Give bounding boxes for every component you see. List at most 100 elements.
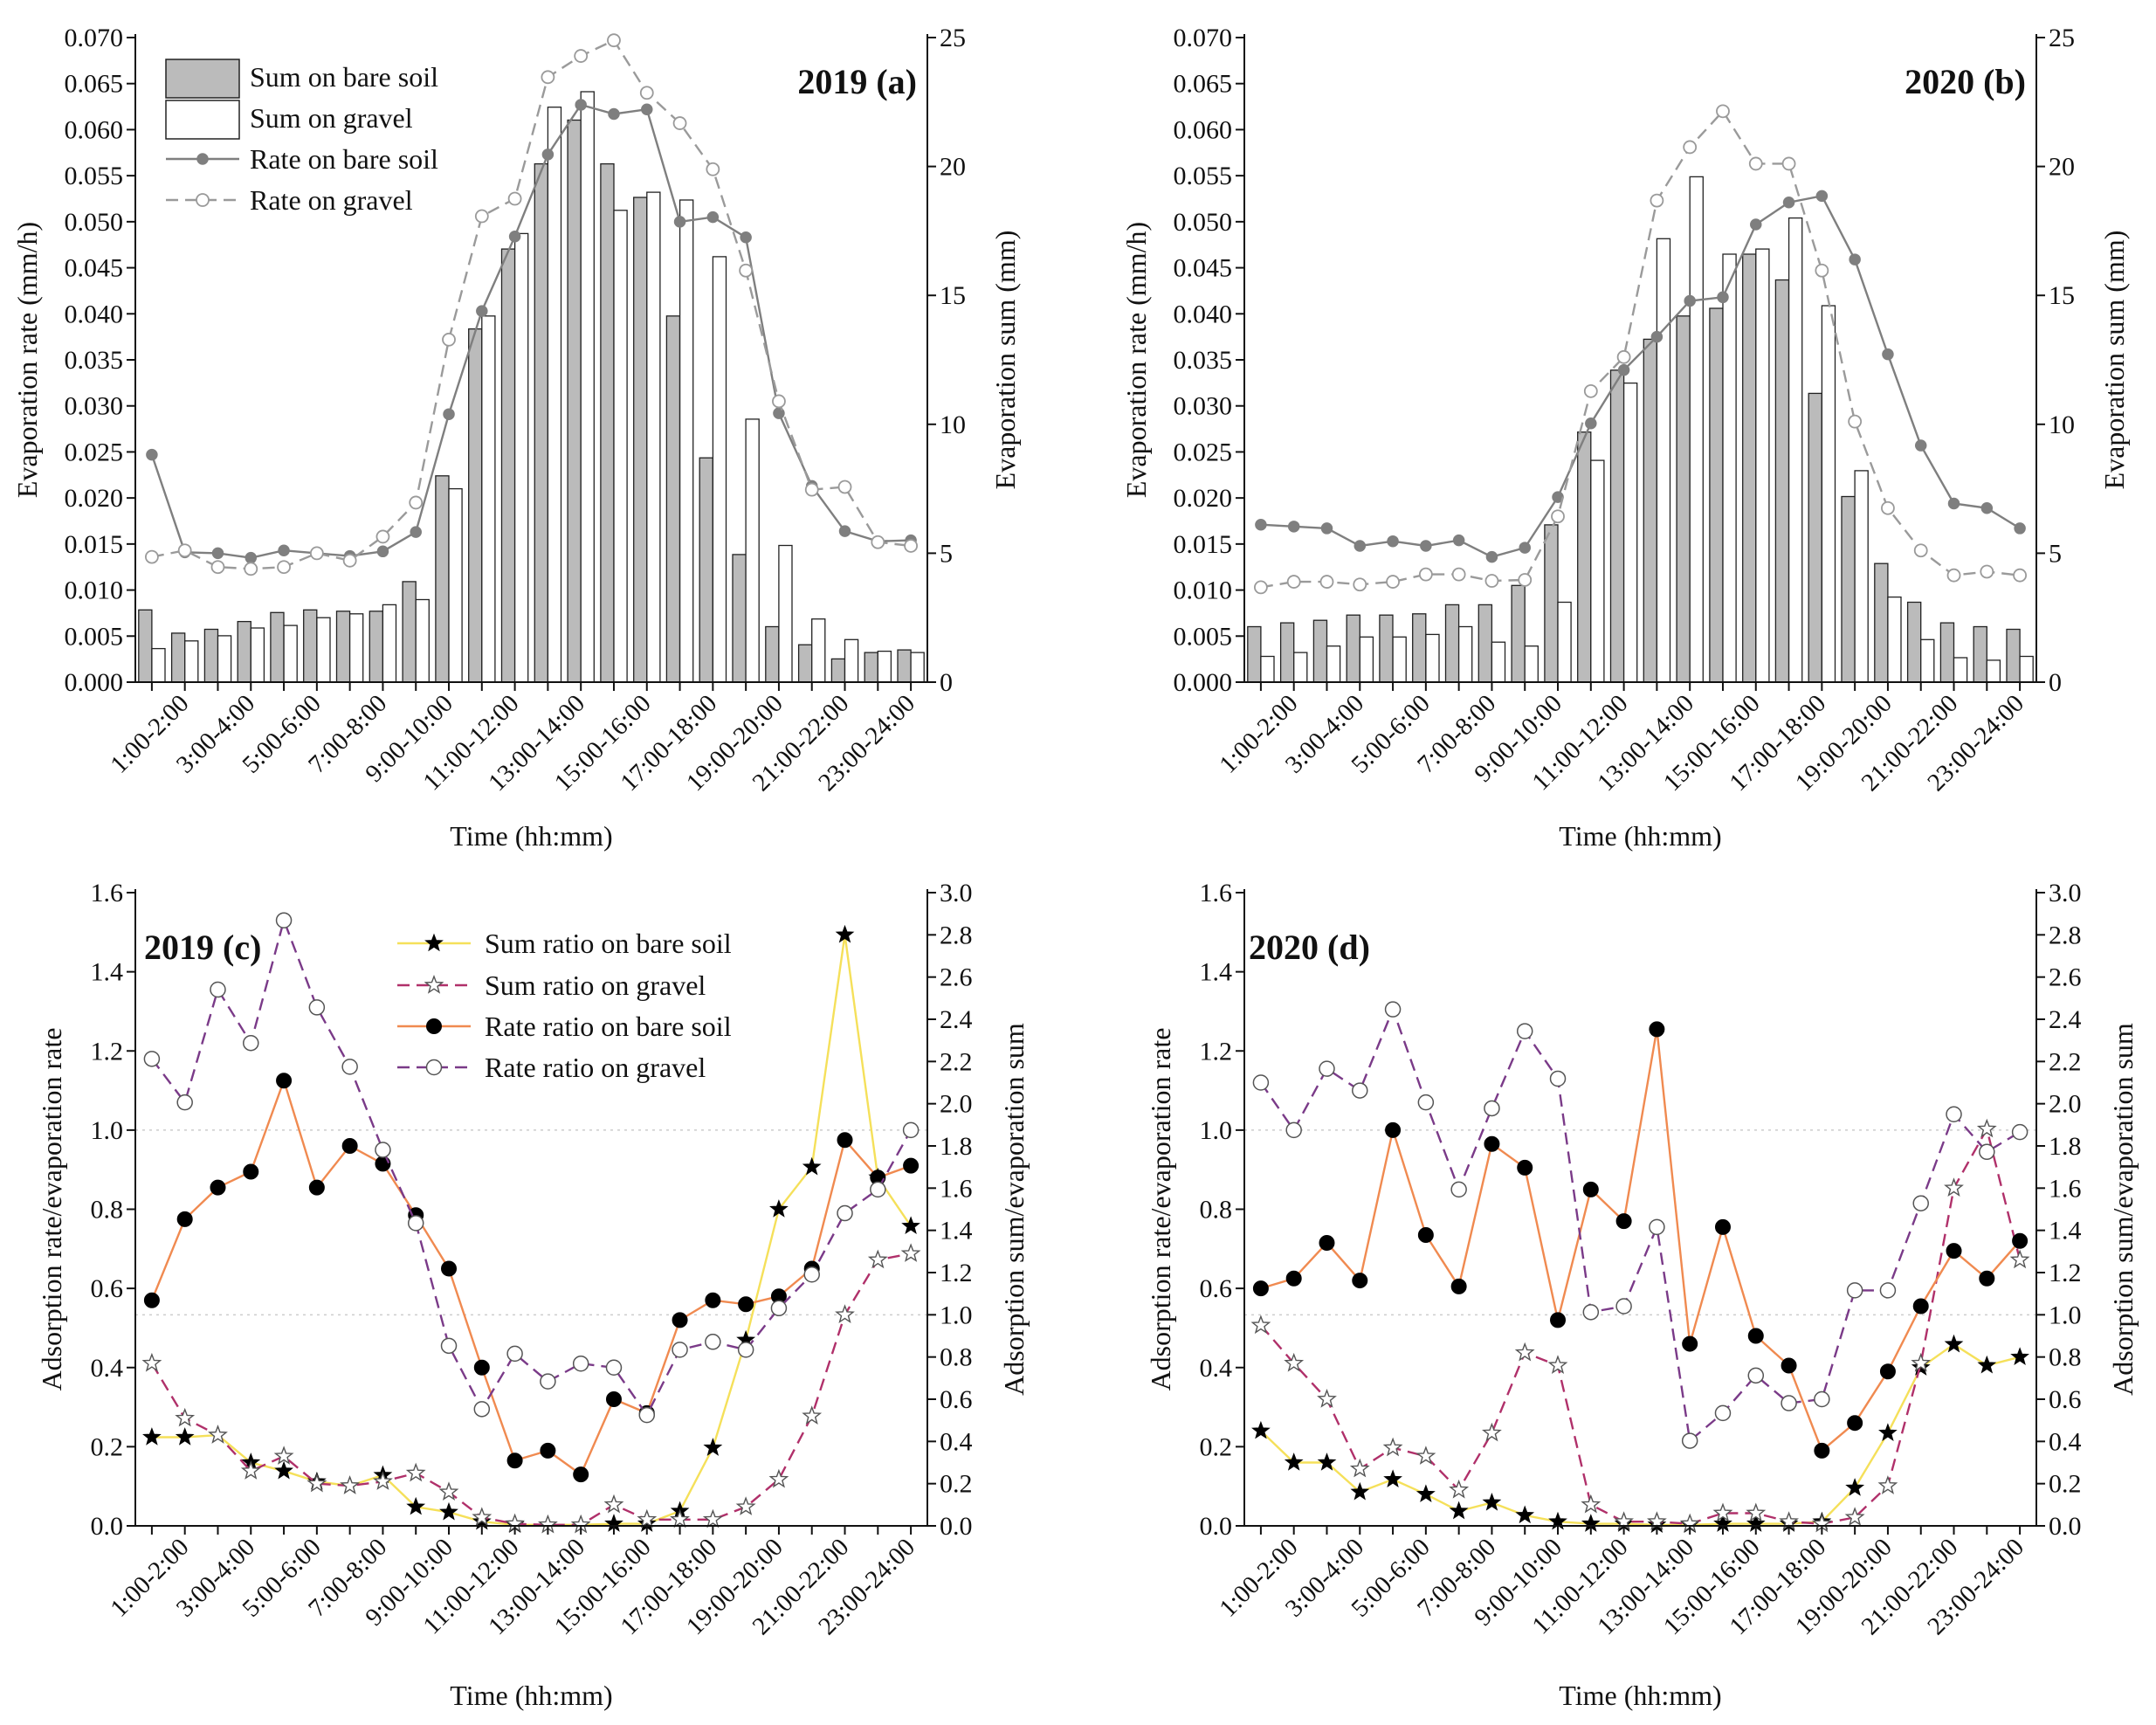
y-tick-label: 0.000 (1174, 668, 1233, 697)
bar-sum-on-bare-soil (1279, 622, 1295, 683)
data-point (802, 1405, 823, 1425)
y-tick-label: 0.2 (1200, 1432, 1233, 1461)
y-tick-label: 0.065 (1174, 70, 1233, 99)
y-tick-label: 0.045 (65, 254, 124, 283)
data-point (276, 1073, 293, 1089)
y-tick-label: 0.0 (91, 1512, 124, 1541)
data-point (175, 1407, 196, 1427)
y-tick-label: 0.005 (1174, 622, 1233, 651)
data-point (772, 394, 786, 409)
y-tick-label: 0.005 (65, 622, 124, 651)
y2-tick-label: 1.8 (2049, 1132, 2082, 1161)
y2-tick-label: 2.6 (2049, 963, 2082, 992)
data-point (835, 924, 855, 943)
x-axis-label: Time (hh:mm) (450, 1680, 612, 1711)
data-point (1255, 518, 1267, 531)
data-point (1879, 1363, 1896, 1380)
data-point (1980, 564, 1994, 579)
bar-sum-on-gravel (1524, 645, 1539, 683)
data-point (1450, 1278, 1467, 1294)
bar-sum-on-gravel (448, 487, 463, 683)
y2-tick-label: 1.2 (2049, 1259, 2082, 1287)
y2-tick-label: 5 (940, 539, 953, 568)
data-point (1251, 1420, 1271, 1439)
data-point (1947, 497, 1960, 510)
y2-tick-label: 2.2 (940, 1047, 973, 1076)
data-point (1946, 568, 1961, 583)
data-point (473, 1401, 491, 1418)
y2-tick-label: 0.0 (2049, 1512, 2082, 1541)
data-point (176, 1094, 193, 1111)
data-point (1284, 1452, 1304, 1471)
data-point (1417, 1226, 1434, 1243)
y2-tick-label: 3.0 (2049, 879, 2082, 907)
bar-sum-on-gravel (184, 640, 199, 683)
data-point (738, 1296, 754, 1313)
bar-sum-on-gravel (1622, 382, 1638, 683)
bar-sum-on-bare-soil (1544, 524, 1559, 683)
data-point (1814, 1442, 1830, 1459)
data-point (770, 1300, 788, 1317)
data-point (572, 1355, 589, 1372)
data-point (1387, 535, 1399, 548)
data-point (476, 305, 488, 317)
data-point (1352, 1082, 1368, 1099)
y-tick-label: 0.6 (91, 1274, 124, 1303)
data-point (2013, 568, 2028, 583)
bar-sum-on-bare-soil (1742, 253, 1757, 683)
data-point (1582, 1181, 1599, 1197)
data-point (1714, 1404, 1732, 1422)
bar-sum-on-bare-soil (170, 632, 186, 683)
legend-label: Rate on bare soil (250, 143, 438, 175)
bar-sum-on-bare-soil (1312, 619, 1328, 683)
data-point (277, 560, 291, 575)
panel-title: 2020 (d) (1249, 928, 1370, 967)
bar-sum-on-bare-soil (468, 328, 483, 683)
data-point (144, 549, 159, 564)
data-point (273, 1446, 294, 1465)
data-point (146, 448, 158, 461)
data-point (410, 526, 422, 538)
bar-sum-on-bare-soil (1412, 613, 1427, 683)
data-point (240, 1460, 261, 1480)
data-point (472, 1507, 493, 1527)
bar-sum-on-gravel (877, 650, 892, 683)
data-point (1649, 1218, 1665, 1236)
y-tick-label: 0.8 (1200, 1196, 1233, 1225)
data-point (1386, 575, 1400, 589)
y-tick-label: 1.4 (1200, 958, 1233, 987)
data-point (507, 191, 522, 206)
data-point (341, 1059, 358, 1075)
bar-sum-on-gravel (1425, 633, 1440, 683)
y2-tick-label: 10 (940, 411, 966, 439)
data-point (1716, 104, 1730, 119)
data-point (1250, 1314, 1271, 1335)
y-tick-label: 1.2 (91, 1037, 124, 1066)
data-point (706, 210, 720, 224)
y2-tick-label: 25 (940, 24, 966, 52)
data-point (871, 535, 885, 549)
bar-sum-on-bare-soil (797, 644, 813, 683)
data-point (1846, 1282, 1863, 1299)
data-point (1350, 1481, 1370, 1501)
bar-sum-on-bare-soil (1444, 604, 1460, 683)
legend-marker (426, 1018, 442, 1034)
data-point (1747, 1328, 1764, 1344)
data-point (1748, 156, 1763, 171)
x-axis-label: Time (hh:mm) (450, 820, 612, 852)
data-point (1979, 1143, 1995, 1161)
data-point (705, 1334, 721, 1350)
data-point (1482, 1492, 1502, 1511)
data-point (177, 543, 192, 558)
y2-tick-label: 2.4 (2049, 1005, 2082, 1034)
data-point (375, 1142, 391, 1158)
bar-sum-on-gravel (778, 544, 793, 683)
y2-tick-label: 15 (2049, 281, 2075, 310)
data-point (705, 1292, 721, 1308)
y2-tick-label: 0.2 (2049, 1470, 2082, 1499)
y-axis-label: Evaporation rate (mm/h) (11, 222, 43, 498)
data-point (474, 209, 489, 224)
y-tick-label: 0.070 (1174, 24, 1233, 52)
data-point (1550, 1312, 1567, 1328)
data-point (1484, 1135, 1500, 1152)
